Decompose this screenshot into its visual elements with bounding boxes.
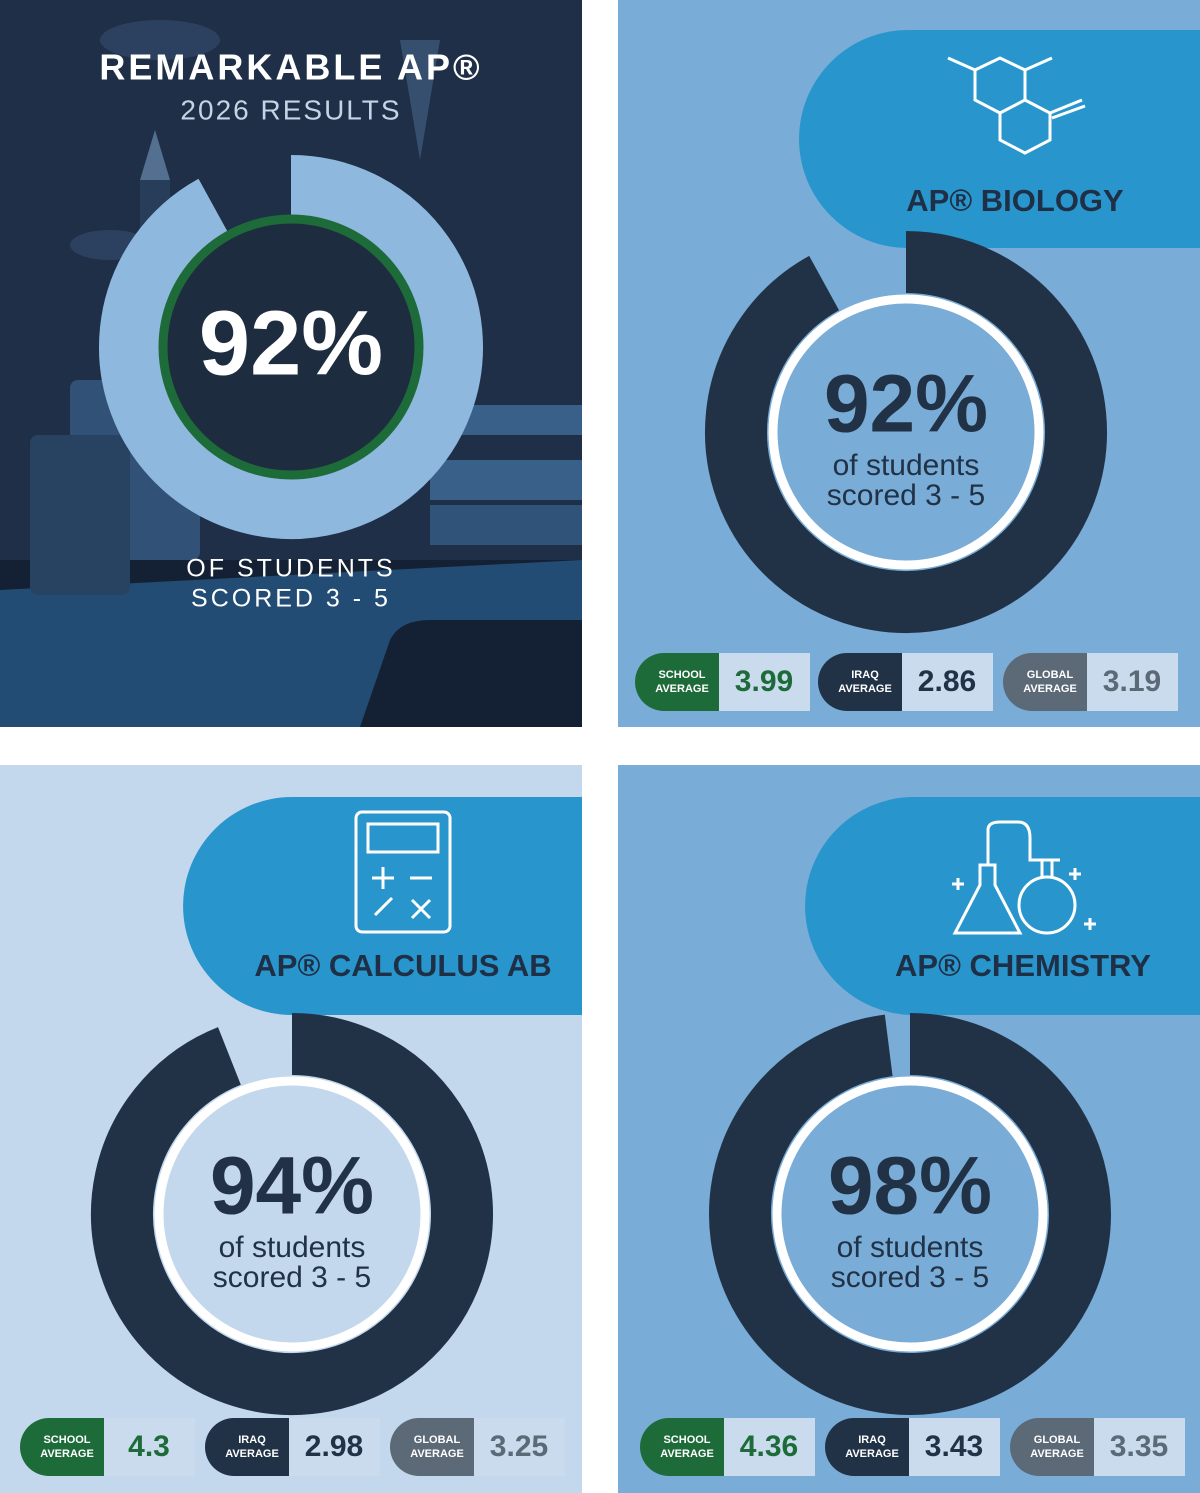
title: REMARKABLE AP® [99, 47, 482, 88]
donut-arc [91, 1013, 493, 1415]
badge-label: AVERAGE [838, 683, 892, 695]
molecule-icon [947, 56, 1086, 155]
percent: 92% [199, 292, 383, 394]
badge-value-bg [104, 1418, 195, 1476]
badge-value-bg [719, 653, 810, 711]
caption: SCORED 3 - 5 [191, 585, 391, 613]
badge-label: GLOBAL [414, 1434, 461, 1446]
donut-inner [158, 214, 424, 480]
caption: scored 3 - 5 [213, 1261, 371, 1294]
badge-label-bg [875, 1418, 909, 1476]
badge-label-bg [440, 1418, 474, 1476]
badge-label-bg [1053, 653, 1087, 711]
badge-value: 2.86 [918, 665, 976, 698]
calculator-icon [354, 810, 452, 934]
badge-value: 3.19 [1103, 665, 1161, 698]
badge-label: SCHOOL [663, 1434, 710, 1446]
badge-label-bg [70, 1418, 104, 1476]
badge-label: AVERAGE [1030, 1448, 1084, 1460]
badge-label: GLOBAL [1034, 1434, 1081, 1446]
caption: scored 3 - 5 [831, 1261, 989, 1294]
badge-value-bg [902, 653, 993, 711]
badge-label: AVERAGE [410, 1448, 464, 1460]
title: AP® CHEMISTRY [895, 948, 1151, 983]
badge-value-bg [1087, 653, 1178, 711]
donut-arc [705, 231, 1107, 633]
badge-label: AVERAGE [660, 1448, 714, 1460]
caption: of students [219, 1231, 366, 1264]
subtitle: 2026 RESULTS [180, 94, 401, 125]
caption: OF STUDENTS [186, 555, 395, 583]
badge-value: 4.3 [128, 1430, 170, 1463]
badge-label: AVERAGE [655, 683, 709, 695]
caption: of students [837, 1231, 984, 1264]
flask-icon [952, 820, 1096, 935]
badge-label: IRAQ [858, 1434, 886, 1446]
badge-value-bg [909, 1418, 1000, 1476]
badge-label-bg [685, 653, 719, 711]
percent: 98% [828, 1141, 992, 1232]
badge-value-bg [474, 1418, 565, 1476]
caption: scored 3 - 5 [827, 479, 985, 512]
badge-label-bg [1060, 1418, 1094, 1476]
badge-label-bg [868, 653, 902, 711]
donut-inner [768, 294, 1044, 570]
percent: 92% [824, 359, 988, 450]
badge-label: GLOBAL [1027, 669, 1074, 681]
badge-label-bg [255, 1418, 289, 1476]
title: AP® CALCULUS AB [254, 948, 551, 983]
badge-label: SCHOOL [43, 1434, 90, 1446]
badge-value-bg [724, 1418, 815, 1476]
badge-label: AVERAGE [225, 1448, 279, 1460]
percent: 94% [210, 1141, 374, 1232]
badge-value: 2.98 [305, 1430, 363, 1463]
badge-label: AVERAGE [40, 1448, 94, 1460]
badge-label-bg [690, 1418, 724, 1476]
badge-value: 4.36 [740, 1430, 798, 1463]
donut-inner [772, 1076, 1048, 1352]
donut-inner [154, 1076, 430, 1352]
badge-label: IRAQ [851, 669, 879, 681]
header-pill [805, 797, 1200, 1015]
badge-label: SCHOOL [658, 669, 705, 681]
title: AP® BIOLOGY [906, 183, 1124, 218]
donut-arc [99, 155, 483, 539]
badge-value: 3.25 [490, 1430, 548, 1463]
badge-value: 3.99 [735, 665, 793, 698]
badge-value-bg [1094, 1418, 1185, 1476]
badge-value: 3.35 [1110, 1430, 1168, 1463]
badge-label: IRAQ [238, 1434, 266, 1446]
badge-label: AVERAGE [1023, 683, 1077, 695]
caption: of students [833, 449, 980, 482]
badge-label: AVERAGE [845, 1448, 899, 1460]
badge-value-bg [289, 1418, 380, 1476]
badge-value: 3.43 [925, 1430, 983, 1463]
donut-arc [709, 1013, 1111, 1415]
